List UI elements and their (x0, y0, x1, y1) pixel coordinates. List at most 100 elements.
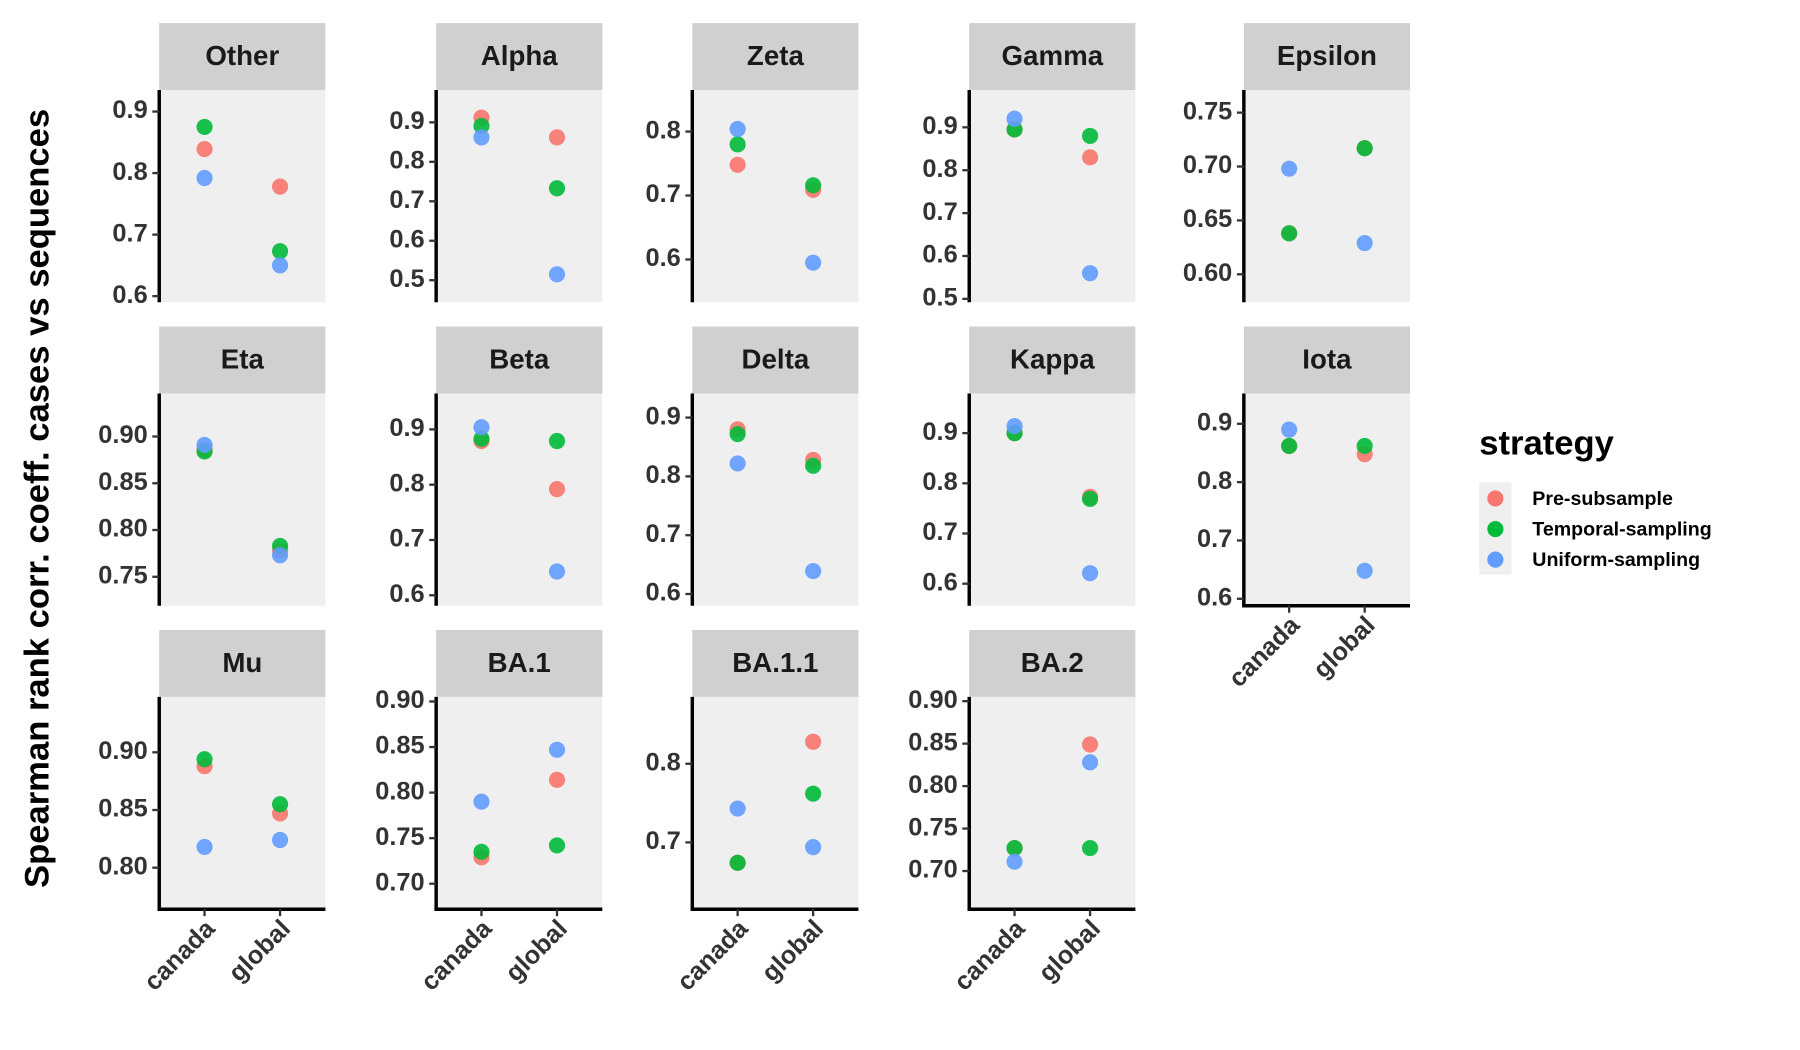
y-tick-label: 0.9 (112, 96, 147, 124)
point (548, 266, 566, 283)
y-tick-label: 0.90 (98, 737, 147, 765)
point (473, 129, 490, 146)
panel (1243, 393, 1410, 606)
point (805, 839, 822, 856)
point (1281, 225, 1298, 242)
point (548, 771, 566, 788)
strip-title: Iota (1302, 343, 1352, 374)
point (196, 118, 213, 135)
point (548, 563, 566, 580)
y-tick-label: 0.7 (645, 520, 680, 548)
y-tick-label: 0.8 (645, 116, 680, 144)
point (729, 800, 746, 817)
y-tick-label: 0.85 (375, 732, 424, 760)
strip-title: BA.1 (488, 647, 551, 678)
y-tick-label: 0.8 (1197, 467, 1232, 495)
y-tick-label: 0.75 (375, 823, 424, 851)
y-tick-label: 0.7 (645, 827, 680, 855)
point (1006, 840, 1023, 857)
y-tick-label: 0.6 (389, 225, 424, 253)
strip-title: BA.1.1 (732, 647, 818, 678)
point (271, 178, 289, 195)
y-tick-label: 0.80 (98, 852, 147, 880)
y-tick-label: 0.70 (1183, 151, 1232, 179)
y-tick-label: 0.8 (645, 461, 680, 489)
point (548, 481, 566, 498)
y-tick-label: 0.6 (922, 241, 957, 269)
y-tick-label: 0.70 (375, 868, 424, 896)
x-tick-label: global (500, 915, 573, 988)
point (271, 831, 289, 849)
y-tick-label: 0.9 (645, 402, 680, 430)
strip-title: Eta (221, 343, 265, 374)
point (473, 430, 490, 447)
x-tick-label: global (1308, 611, 1381, 684)
y-tick-label: 0.9 (922, 418, 957, 446)
y-tick-label: 0.6 (112, 281, 147, 309)
point (1281, 160, 1298, 177)
panel (969, 393, 1136, 606)
y-tick-label: 0.8 (922, 468, 957, 496)
strip (159, 23, 326, 91)
y-tick-label: 0.80 (908, 771, 957, 799)
panel (159, 90, 326, 303)
point (196, 169, 213, 187)
point (805, 785, 822, 802)
y-axis-label: Spearman rank corr. coeff. cases vs sequ… (18, 109, 56, 888)
y-tick-label: 0.7 (922, 518, 957, 546)
y-tick-label: 0.6 (389, 580, 424, 608)
point (196, 141, 213, 158)
strip (436, 23, 603, 91)
point (1281, 437, 1298, 455)
y-tick-label: 0.9 (389, 414, 424, 442)
strip (692, 23, 859, 91)
point (729, 425, 746, 443)
x-tick-label: canada (949, 914, 1031, 996)
point (548, 837, 566, 854)
point (271, 796, 289, 813)
point (1081, 565, 1099, 582)
point (1006, 110, 1023, 127)
point (1281, 421, 1298, 438)
x-tick-label: global (756, 915, 829, 988)
point (271, 257, 289, 274)
strip-title: Beta (489, 343, 550, 374)
point (548, 432, 566, 450)
point (1081, 127, 1099, 144)
strip-title: Epsilon (1277, 40, 1377, 71)
y-tick-label: 0.9 (389, 107, 424, 135)
y-tick-label: 0.70 (908, 856, 957, 884)
strip-title: Zeta (747, 40, 805, 71)
legend-label: Temporal-sampling (1532, 518, 1711, 540)
point (1081, 736, 1099, 753)
point (1356, 562, 1373, 579)
y-tick-label: 0.9 (922, 112, 957, 140)
y-tick-label: 0.8 (922, 155, 957, 183)
y-tick-label: 0.90 (908, 686, 957, 714)
y-tick-label: 0.7 (389, 186, 424, 214)
x-tick-label: canada (1223, 610, 1305, 692)
x-tick-label: canada (672, 914, 754, 996)
panel (692, 90, 859, 303)
point (548, 741, 566, 758)
y-tick-label: 0.7 (1197, 525, 1232, 553)
y-tick-label: 0.5 (922, 284, 957, 312)
strip-title: Mu (222, 647, 262, 678)
strip (692, 326, 859, 394)
x-tick-label: global (1033, 915, 1106, 988)
y-tick-label: 0.8 (389, 147, 424, 175)
panel (969, 90, 1136, 303)
point (548, 180, 566, 197)
strip (159, 630, 326, 697)
y-tick-label: 0.65 (1183, 205, 1232, 233)
point (1081, 840, 1099, 857)
x-tick-label: global (223, 915, 296, 988)
y-tick-label: 0.8 (389, 469, 424, 497)
point (729, 455, 746, 472)
legend-title: strategy (1479, 425, 1614, 463)
strip-title: Kappa (1010, 343, 1095, 374)
y-tick-label: 0.7 (389, 525, 424, 553)
panel (969, 696, 1136, 910)
legend-key (1487, 551, 1504, 568)
